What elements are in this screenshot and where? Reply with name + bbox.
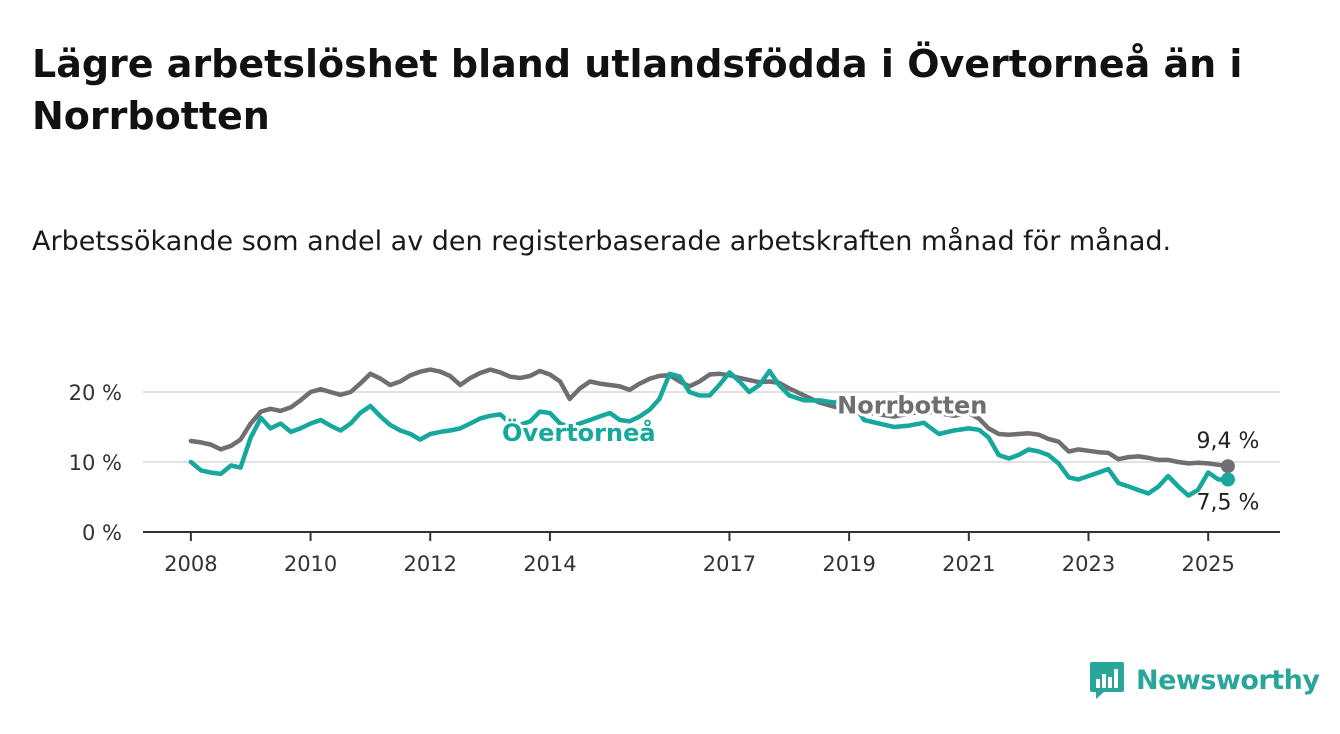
x-tick-label: 2008: [164, 552, 217, 576]
y-axis-tick-labels: 0 % 10 % 20 %: [69, 381, 122, 545]
chart-subtitle: Arbetssökande som andel av den registerb…: [32, 226, 1172, 257]
series-labels: Norrbotten 9,4 % Övertorneå 7,5 %: [499, 389, 1259, 516]
brand-name: Newsworthy: [1136, 664, 1320, 696]
x-tick-label: 2021: [942, 552, 995, 576]
series-lines: [188, 367, 1235, 498]
y-tick-label: 10 %: [69, 451, 122, 475]
overtornea-series-label: Övertorneå: [502, 417, 656, 447]
x-tick-label: 2010: [284, 552, 337, 576]
norrbotten-end-value-label: 9,4 %: [1196, 429, 1259, 454]
norrbotten-end-point: [1220, 459, 1235, 474]
norrbotten-series-label: Norrbotten: [837, 392, 987, 420]
newsworthy-logo-icon: [1090, 662, 1124, 699]
norrbotten-line: [188, 367, 1231, 469]
x-tick-label: 2012: [404, 552, 457, 576]
y-tick-label: 0 %: [82, 521, 122, 545]
x-axis: 2008 2010 2012 2014 2017 2019 2021 2023 2025: [143, 531, 1280, 576]
overtornea-end-point: [1220, 472, 1235, 487]
x-tick-label: 2023: [1062, 552, 1115, 576]
x-tick-label: 2014: [523, 552, 576, 576]
overtornea-end-value-label: 7,5 %: [1196, 491, 1259, 516]
newsworthy-brand: Newsworthy: [1088, 660, 1320, 700]
x-tick-label: 2025: [1181, 552, 1234, 576]
x-tick-label: 2019: [822, 552, 875, 576]
y-tick-label: 20 %: [69, 381, 122, 405]
x-tick-label: 2017: [703, 552, 756, 576]
chart-title: Lägre arbetslöshet bland utlandsfödda i …: [32, 42, 1243, 138]
overtornea-line: [188, 368, 1231, 498]
